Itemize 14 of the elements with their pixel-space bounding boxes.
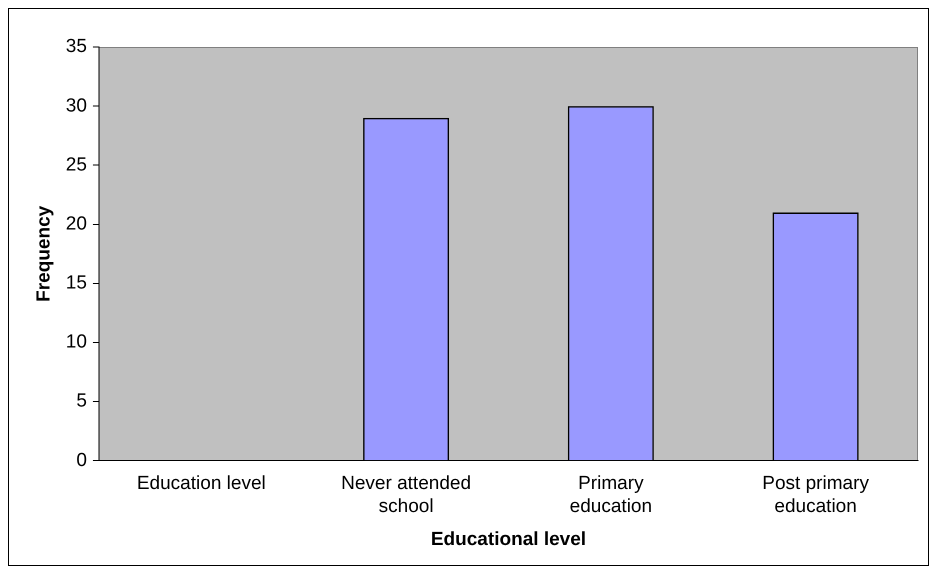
y-tick-label: 5: [76, 390, 87, 412]
x-axis-title: Educational level: [430, 528, 586, 550]
y-tick-label: 10: [66, 332, 87, 353]
y-tick-label: 30: [66, 95, 87, 116]
y-tick-label: 25: [66, 154, 87, 176]
x-tick-label: Post primary education: [762, 473, 870, 518]
x-tick-label: Never attended school: [341, 473, 472, 518]
y-axis-title: Frequency: [34, 205, 55, 302]
y-tick-label: 20: [66, 213, 87, 234]
x-tick-label: Education level: [136, 473, 266, 494]
y-tick-label: 35: [66, 36, 87, 58]
y-tick-label: 15: [66, 272, 87, 294]
y-tick-label: 0: [76, 450, 87, 471]
x-tick-label: Primary education: [570, 473, 652, 518]
